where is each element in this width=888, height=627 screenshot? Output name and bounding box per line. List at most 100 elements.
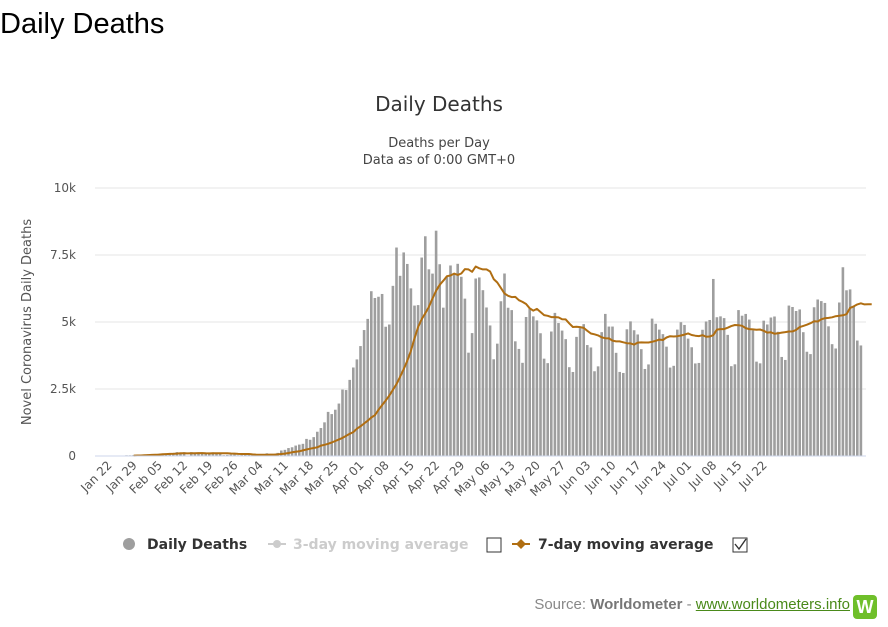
daily-deaths-bar[interactable] <box>665 346 668 456</box>
daily-deaths-bar[interactable] <box>672 365 675 456</box>
daily-deaths-bar[interactable] <box>528 308 531 456</box>
daily-deaths-bar[interactable] <box>776 331 780 456</box>
daily-deaths-bar[interactable] <box>341 389 344 456</box>
daily-deaths-bar[interactable] <box>305 438 308 456</box>
daily-deaths-bar[interactable] <box>434 230 438 456</box>
daily-deaths-bar[interactable] <box>802 332 805 456</box>
daily-deaths-bar[interactable] <box>701 329 704 456</box>
daily-deaths-bar[interactable] <box>370 291 373 456</box>
daily-deaths-bar[interactable] <box>758 363 762 456</box>
daily-deaths-bar[interactable] <box>661 334 665 456</box>
daily-deaths-bar[interactable] <box>755 361 758 456</box>
daily-deaths-bar[interactable] <box>686 338 690 456</box>
daily-deaths-bar[interactable] <box>704 321 708 456</box>
daily-deaths-bar[interactable] <box>766 324 769 456</box>
daily-deaths-bar[interactable] <box>852 305 855 456</box>
daily-deaths-bar[interactable] <box>478 277 481 456</box>
daily-deaths-bar[interactable] <box>373 297 377 456</box>
daily-deaths-bar[interactable] <box>582 324 585 456</box>
daily-deaths-bar[interactable] <box>398 275 402 456</box>
daily-deaths-bar[interactable] <box>416 305 420 456</box>
daily-deaths-bar[interactable] <box>809 354 812 456</box>
daily-deaths-bar[interactable] <box>208 453 211 456</box>
daily-deaths-bar[interactable] <box>719 316 722 456</box>
daily-deaths-bar[interactable] <box>593 371 596 456</box>
daily-deaths-bar[interactable] <box>730 366 733 456</box>
legend-item-daily-deaths[interactable]: Daily Deaths <box>123 537 247 553</box>
daily-deaths-bar[interactable] <box>679 322 683 456</box>
daily-deaths-bar[interactable] <box>550 331 553 456</box>
daily-deaths-bar[interactable] <box>722 318 726 456</box>
daily-deaths-bar[interactable] <box>312 437 315 456</box>
daily-deaths-bar[interactable] <box>546 363 549 456</box>
daily-deaths-bar[interactable] <box>218 452 222 456</box>
daily-deaths-bar[interactable] <box>539 333 542 456</box>
daily-deaths-bar[interactable] <box>737 310 740 456</box>
daily-deaths-bar[interactable] <box>179 452 182 456</box>
daily-deaths-bar[interactable] <box>330 414 333 456</box>
daily-deaths-bar[interactable] <box>229 454 233 456</box>
daily-deaths-bar[interactable] <box>694 363 697 456</box>
daily-deaths-bar[interactable] <box>557 323 560 456</box>
daily-deaths-bar[interactable] <box>791 306 794 456</box>
daily-deaths-bar[interactable] <box>348 379 351 456</box>
daily-deaths-bar[interactable] <box>668 367 672 456</box>
daily-deaths-bar[interactable] <box>712 278 715 456</box>
legend-item-ma3[interactable]: 3-day moving average <box>268 537 502 553</box>
daily-deaths-bar[interactable] <box>586 345 589 456</box>
daily-deaths-bar[interactable] <box>618 371 621 456</box>
daily-deaths-bar[interactable] <box>823 302 827 456</box>
daily-deaths-bar[interactable] <box>596 366 600 456</box>
daily-deaths-bar[interactable] <box>384 326 387 456</box>
daily-deaths-bar[interactable] <box>514 341 517 456</box>
daily-deaths-bar[interactable] <box>420 257 423 456</box>
daily-deaths-bar[interactable] <box>485 307 488 456</box>
daily-deaths-bar[interactable] <box>424 236 427 456</box>
daily-deaths-bar[interactable] <box>841 267 845 456</box>
daily-deaths-bar[interactable] <box>431 273 434 456</box>
daily-deaths-bar[interactable] <box>773 316 776 456</box>
daily-deaths-bar[interactable] <box>535 320 539 456</box>
daily-deaths-bar[interactable] <box>366 318 369 456</box>
daily-deaths-bar[interactable] <box>193 453 197 456</box>
daily-deaths-bar[interactable] <box>733 364 737 456</box>
daily-deaths-bar[interactable] <box>589 347 593 456</box>
daily-deaths-bar[interactable] <box>352 367 355 456</box>
daily-deaths-bar[interactable] <box>560 330 564 456</box>
legend-item-ma7[interactable]: 7-day moving average <box>512 537 748 553</box>
daily-deaths-bar[interactable] <box>204 452 207 456</box>
ma3-checkbox[interactable] <box>486 537 502 553</box>
daily-deaths-bar[interactable] <box>654 323 657 456</box>
daily-deaths-bar[interactable] <box>762 320 765 456</box>
daily-deaths-bar[interactable] <box>622 372 625 456</box>
daily-deaths-bar[interactable] <box>362 330 366 456</box>
daily-deaths-bar[interactable] <box>510 310 513 456</box>
daily-deaths-bar[interactable] <box>226 454 229 456</box>
daily-deaths-bar[interactable] <box>683 324 686 456</box>
daily-deaths-bar[interactable] <box>442 307 445 456</box>
daily-deaths-bar[interactable] <box>859 345 863 456</box>
daily-deaths-bar[interactable] <box>427 269 431 456</box>
daily-deaths-bar[interactable] <box>827 326 830 456</box>
daily-deaths-bar[interactable] <box>816 299 819 456</box>
daily-deaths-bar[interactable] <box>658 329 661 456</box>
daily-deaths-bar[interactable] <box>614 352 618 456</box>
daily-deaths-bar[interactable] <box>740 315 744 456</box>
daily-deaths-bar[interactable] <box>438 264 441 456</box>
daily-deaths-bar[interactable] <box>449 265 452 456</box>
daily-deaths-bar[interactable] <box>805 351 809 456</box>
daily-deaths-bar[interactable] <box>380 293 384 456</box>
daily-deaths-bar[interactable] <box>575 336 578 456</box>
daily-deaths-bar[interactable] <box>200 452 204 456</box>
daily-deaths-bar[interactable] <box>568 367 571 456</box>
daily-deaths-bar[interactable] <box>769 317 773 456</box>
daily-deaths-bar[interactable] <box>463 298 467 456</box>
daily-deaths-bar[interactable] <box>316 431 319 456</box>
daily-deaths-bar[interactable] <box>244 454 247 456</box>
source-link[interactable]: www.worldometers.info <box>695 596 850 613</box>
daily-deaths-bar[interactable] <box>571 371 575 456</box>
daily-deaths-bar[interactable] <box>643 368 647 456</box>
daily-deaths-bar[interactable] <box>838 302 841 456</box>
daily-deaths-bar[interactable] <box>676 329 679 456</box>
daily-deaths-bar[interactable] <box>708 319 711 456</box>
